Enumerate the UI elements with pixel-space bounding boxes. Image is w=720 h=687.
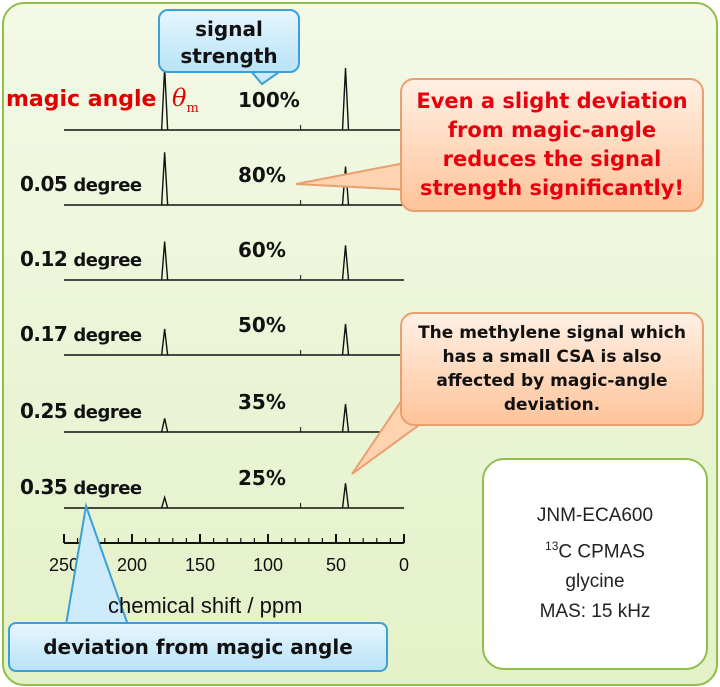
signal-strength-value: 100% [238,88,300,112]
x-tick-label: 250 [49,555,79,575]
signal-strength-value: 25% [238,466,286,490]
x-tick-label: 150 [185,555,215,575]
deviation-value-label: 0.12 degree [20,247,142,271]
deviation-value-label: 0.35 degree [20,475,142,499]
x-axis-title: chemical shift / ppm [108,593,303,618]
deviation-warning-callout: Even a slight deviation from magic-angle… [400,78,704,212]
deviation-value-label: 0.05 degree [20,172,142,196]
deviation-unit: degree [73,175,142,196]
carbonyl-peak [160,328,169,356]
signal-strength-value: 35% [238,390,286,414]
experiment-name: C CPMAS [558,541,645,563]
deviation-value-label: 0.17 degree [20,322,142,346]
signal-strength-value: 50% [238,313,286,337]
carbonyl-peak [160,152,169,206]
deviation-value-label: 0.25 degree [20,399,142,423]
experiment-type: 13C CPMAS [545,531,645,567]
magic-angle-title: magic angle [6,87,157,112]
instrument-info-box: JNM-ECA600 13C CPMAS glycine MAS: 15 kHz [482,458,708,670]
deviation-unit: degree [73,478,142,499]
mas-rate: MAS: 15 kHz [539,601,651,623]
x-tick-label: 200 [117,555,147,575]
methylene-peak [341,245,350,281]
instrument-model: JNM-ECA600 [536,504,654,526]
sample-name: glycine [565,571,625,593]
x-tick-label: 50 [326,555,346,575]
carbonyl-peak [160,494,169,509]
methylene-peak [341,166,350,206]
deviation-unit: degree [73,402,142,423]
methylene-signal-callout: The methylene signal which has a small C… [400,312,704,426]
x-tick-label: 0 [399,555,409,575]
signal-strength-value: 60% [238,238,286,262]
deviation-value: 0.05 [20,172,68,196]
deviation-value: 0.12 [20,247,68,271]
theta-symbol: θ [172,84,187,112]
top-callout-pointer [295,160,411,192]
x-tick-label: 100 [253,555,283,575]
signal-strength-value: 80% [238,163,286,187]
deviation-value: 0.17 [20,322,68,346]
methylene-peak [341,323,350,356]
signal-strength-line-1: signal [195,17,263,41]
carbonyl-peak [160,241,169,281]
deviation-value: 0.25 [20,399,68,423]
theta-m-symbol: θm [172,84,199,116]
theta-subscript: m [186,100,199,116]
methylene-peak [341,483,350,509]
carbonyl-peak [160,67,169,131]
carbonyl-peak [160,418,169,433]
signal-strength-header: signal strength [158,9,300,73]
deviation-axis-label: deviation from magic angle [8,622,388,672]
methylene-peak [341,404,350,433]
deviation-unit: degree [73,250,142,271]
deviation-value: 0.35 [20,475,68,499]
isotope-mass: 13 [545,538,559,553]
methylene-peak [341,67,350,131]
signal-strength-line-2: strength [180,44,278,68]
deviation-unit: degree [73,325,142,346]
